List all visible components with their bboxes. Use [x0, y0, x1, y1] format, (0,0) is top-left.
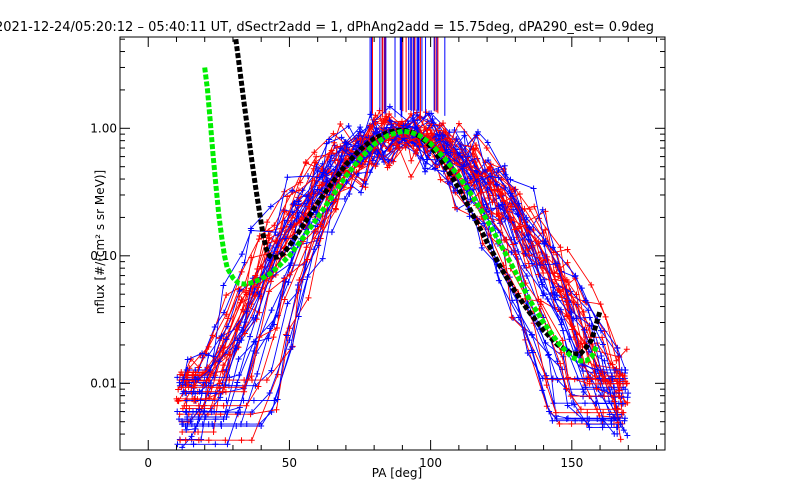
- flux-trace: [179, 110, 629, 388]
- model-curve-black: [233, 38, 603, 357]
- y-tick: 0.01: [90, 376, 665, 390]
- x-tick: 150: [560, 37, 583, 470]
- x-tick-label: 100: [419, 456, 442, 470]
- axes: 0 50 100 150 0.01 0.10 1.00: [90, 36, 666, 470]
- x-tick-label: 150: [560, 456, 583, 470]
- x-tick-label: 0: [144, 456, 152, 470]
- model-curve-green: [202, 67, 600, 364]
- y-tick-label: 0.10: [90, 249, 117, 263]
- y-tick: 0.10: [90, 249, 665, 263]
- flux-trace: [180, 134, 622, 421]
- model-curves: [202, 38, 603, 364]
- flux-trace: [180, 117, 632, 397]
- flux-trace: [179, 113, 627, 450]
- y-tick: 1.00: [90, 121, 665, 135]
- chart-title: 2021-12-24/05:20:12 – 05:40:11 UT, dSect…: [0, 20, 654, 35]
- x-tick: 50: [282, 37, 297, 470]
- x-tick-label: 50: [282, 456, 297, 470]
- x-tick: 0: [144, 37, 152, 470]
- flux-traces: [173, 37, 632, 450]
- flux-trace: [179, 124, 629, 397]
- y-tick-label: 0.01: [90, 376, 117, 390]
- x-tick: 100: [419, 37, 442, 470]
- y-axis-title: nflux [#/(cm² s sr MeV)]: [93, 170, 107, 314]
- x-axis-title: PA [deg]: [372, 466, 422, 480]
- y-tick-label: 1.00: [90, 121, 117, 135]
